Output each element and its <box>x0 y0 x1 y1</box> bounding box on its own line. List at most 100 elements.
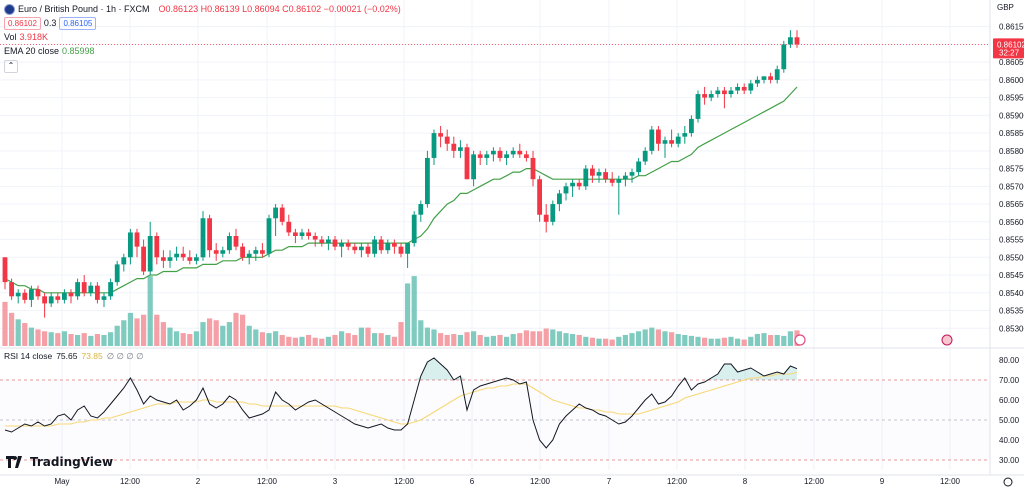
candle-body <box>128 232 133 258</box>
volume-bar <box>589 337 595 346</box>
candle-body <box>675 136 681 144</box>
volume-bar <box>583 336 589 346</box>
chevron-up-icon: ⌃ <box>7 61 15 70</box>
volume-label: Vol <box>4 32 17 42</box>
volume-bar <box>768 334 774 346</box>
volume-bar <box>385 334 391 346</box>
volume-bar <box>688 335 694 346</box>
candle-body <box>629 172 635 176</box>
buy-button[interactable]: 0.86105 <box>59 16 97 30</box>
candle-body <box>781 44 787 70</box>
symbol-title[interactable]: Euro / British Pound · 1h · FXCM <box>18 4 150 14</box>
candle-body <box>636 161 641 173</box>
candle-body <box>372 239 377 254</box>
candle-body <box>728 90 734 95</box>
volume-bar <box>42 331 48 346</box>
rsi-legend[interactable]: RSI 14 close 75.65 73.85 ∅ ∅ ∅ ∅ <box>4 351 143 362</box>
ema-legend[interactable]: EMA 20 close 0.85998 <box>4 44 401 58</box>
rsi-tick-label: 40.00 <box>999 436 1020 445</box>
volume-legend[interactable]: Vol 3.918K <box>4 30 401 44</box>
volume-bar <box>253 329 259 346</box>
volume-bar <box>378 333 384 346</box>
economic-event-icon[interactable] <box>941 334 953 346</box>
volume-bar <box>715 338 721 346</box>
candle-body <box>768 76 773 80</box>
volume-bar <box>233 312 239 346</box>
candle-body <box>62 292 67 300</box>
sell-button[interactable]: 0.86102 <box>4 16 41 30</box>
volume-bar <box>68 334 74 346</box>
volume-bar <box>372 333 378 346</box>
rsi-overbought-fill <box>5 358 797 380</box>
volume-bar <box>273 331 279 346</box>
candle-body <box>543 214 549 222</box>
rsi-tick-label: 80.00 <box>999 356 1020 365</box>
volume-bar <box>207 318 213 346</box>
candle-body <box>213 250 219 254</box>
candle-body <box>431 133 437 158</box>
candle-body <box>669 140 674 144</box>
candle-body <box>75 282 80 297</box>
candle-body <box>689 118 694 134</box>
volume-bar <box>48 332 54 346</box>
candle-body <box>339 243 344 247</box>
candle-body <box>22 292 28 300</box>
candle-body <box>438 133 443 137</box>
volume-bar <box>286 336 292 346</box>
volume-bar <box>2 301 8 346</box>
volume-bar <box>365 327 371 346</box>
volume-bar <box>438 333 444 346</box>
candle-body <box>332 239 338 247</box>
candle-body <box>510 150 516 155</box>
news-flash-icon[interactable] <box>794 334 806 346</box>
candle-body <box>649 129 655 151</box>
volume-bar <box>325 336 331 346</box>
candle-body <box>319 239 325 244</box>
last-price-badge <box>993 38 1024 59</box>
volume-bar <box>530 331 536 346</box>
candle-body <box>240 246 245 258</box>
candle-body <box>425 157 430 205</box>
volume-bar <box>101 334 107 346</box>
collapse-legend-button[interactable]: ⌃ <box>4 60 18 73</box>
volume-bar <box>570 334 576 346</box>
candle-body <box>524 154 529 158</box>
candle-body <box>708 94 714 98</box>
candle-body <box>227 236 232 251</box>
spread-value: 0.3 <box>43 18 57 28</box>
candle-body <box>603 172 608 180</box>
candle-body <box>385 243 391 251</box>
candle-body <box>194 257 199 261</box>
volume-bar <box>259 332 265 346</box>
volume-bar <box>457 334 463 346</box>
time-tick-label: 12:00 <box>120 477 141 486</box>
candle-body <box>458 147 463 151</box>
rsi-value: 75.65 <box>56 351 78 361</box>
volume-bar <box>154 314 160 346</box>
candle-body <box>187 257 193 261</box>
time-tick-label: 8 <box>743 477 748 486</box>
volume-bar <box>345 333 351 346</box>
volume-bar <box>761 333 767 346</box>
volume-bar <box>200 322 206 346</box>
tradingview-logo[interactable]: TradingView <box>6 455 113 469</box>
settings-gear-icon[interactable] <box>1003 477 1013 487</box>
candle-body <box>788 37 793 45</box>
volume-bar <box>655 329 661 346</box>
candle-body <box>121 257 127 265</box>
volume-bar <box>88 335 94 346</box>
volume-bar <box>141 314 147 346</box>
candle-body <box>623 175 628 180</box>
candle-body <box>134 232 140 247</box>
candle-body <box>609 179 615 183</box>
volume-bar <box>167 327 173 346</box>
candle-body <box>722 90 727 95</box>
volume-bar <box>405 283 411 346</box>
volume-bar <box>490 335 496 346</box>
volume-bar <box>477 334 483 346</box>
